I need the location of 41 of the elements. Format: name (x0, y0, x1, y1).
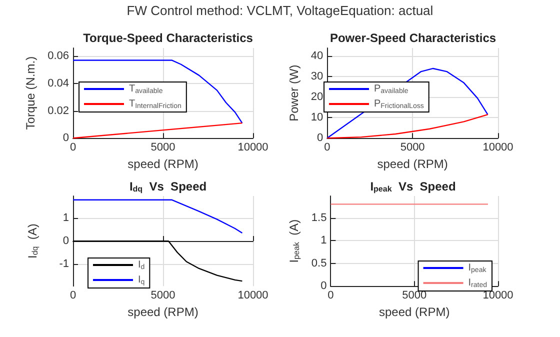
y-tick-label: 10 (310, 112, 324, 124)
y-tick-label: 20 (310, 91, 324, 104)
x-tick-label: 10000 (482, 290, 514, 302)
x-tick-label: 10000 (238, 142, 268, 154)
line-series (326, 114, 488, 139)
chart-title: Ipeak Vs Speed (370, 180, 456, 194)
y-tick-label: 0 (62, 235, 69, 248)
y-tick-label: -1 (59, 258, 69, 270)
x-tick-label: 5000 (150, 142, 176, 154)
y-tick-label: 1 (62, 212, 69, 224)
y-axis-title: Ipeak (A) (287, 219, 301, 263)
y-tick-label: 0.02 (48, 104, 69, 117)
chart-title: Torque-Speed Characteristics (83, 31, 254, 45)
x-axis-title: speed (RPM) (379, 305, 450, 319)
line-series (72, 199, 243, 234)
y-tick-label: 0.04 (48, 77, 69, 90)
x-tick-label: 5000 (402, 290, 427, 302)
y-tick-label: 30 (310, 70, 324, 83)
x-tick-label: 5000 (150, 290, 176, 302)
chart-title: Idq Vs Speed (129, 180, 207, 194)
y-tick-label: 40 (310, 50, 324, 62)
line-series (72, 60, 243, 124)
x-tick-label: 10000 (482, 142, 514, 154)
chart-title: Power-Speed Characteristics (330, 31, 496, 45)
y-axis-title: Idq (A) (26, 224, 40, 259)
y-tick-label: 0 (62, 132, 69, 144)
y-tick-label: 0.5 (311, 257, 327, 270)
y-tick-label: 1.5 (311, 212, 327, 224)
x-axis-title: speed (RPM) (128, 305, 198, 319)
y-tick-label: 0 (320, 280, 327, 292)
x-axis-title: speed (RPM) (128, 157, 198, 171)
x-tick-label: 5000 (400, 142, 425, 154)
text: FW Control method: VCLMT, VoltageEquation: actual (126, 3, 434, 18)
y-axis-title: Torque (N.m.) (24, 56, 38, 130)
x-axis-title: speed (RPM) (377, 157, 448, 171)
y-tick-label: 0.06 (48, 50, 69, 62)
line-series (72, 240, 243, 282)
y-axis-title: Power (W) (287, 64, 301, 122)
x-tick-label: 10000 (238, 290, 268, 302)
y-tick-label: 1 (320, 234, 327, 247)
y-tick-label: 0 (317, 132, 324, 144)
